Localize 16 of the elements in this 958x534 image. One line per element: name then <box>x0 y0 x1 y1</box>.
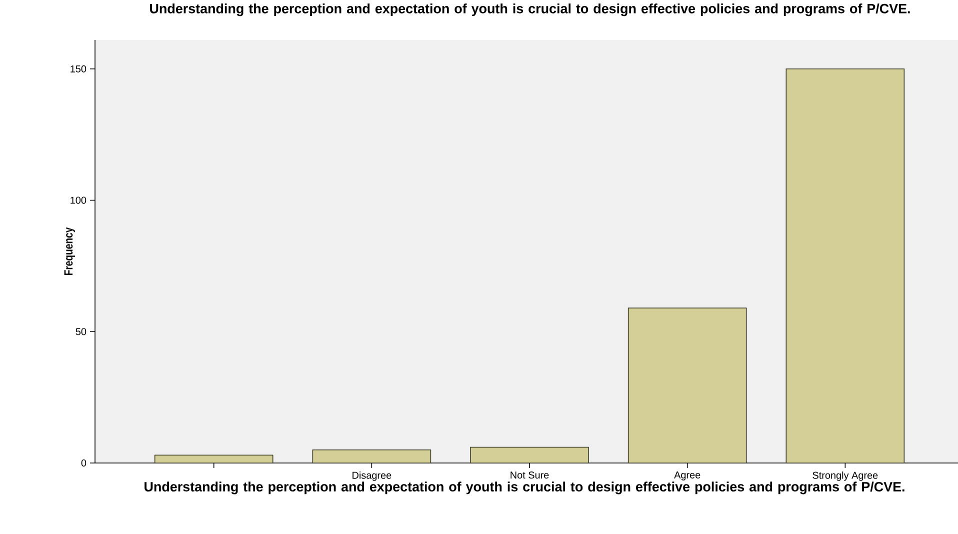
bar <box>312 449 432 463</box>
x-axis-title: Understanding the perception and expectation of youth is crucial to design effective policies and programs of P/CVE. <box>144 482 904 494</box>
y-tick-label: 100 <box>70 196 86 204</box>
bar <box>154 454 274 463</box>
y-tick-label: 150 <box>70 65 86 72</box>
bar <box>786 68 905 463</box>
y-tick-label: 0 <box>81 459 86 467</box>
chart-title: Understanding the perception and expectation of youth is crucial to design effective policies and programs of P/CVE. <box>150 4 910 16</box>
x-tick-label: Disagree <box>352 472 392 481</box>
bar <box>628 308 747 463</box>
bar <box>470 446 589 463</box>
x-tick-label: Agree <box>674 472 700 480</box>
x-tick-label: Strongly Agree <box>812 472 878 481</box>
y-axis-title: Frequency <box>64 227 76 276</box>
x-tick-label: Not Sure <box>510 472 549 479</box>
y-tick-label: 50 <box>76 328 86 336</box>
